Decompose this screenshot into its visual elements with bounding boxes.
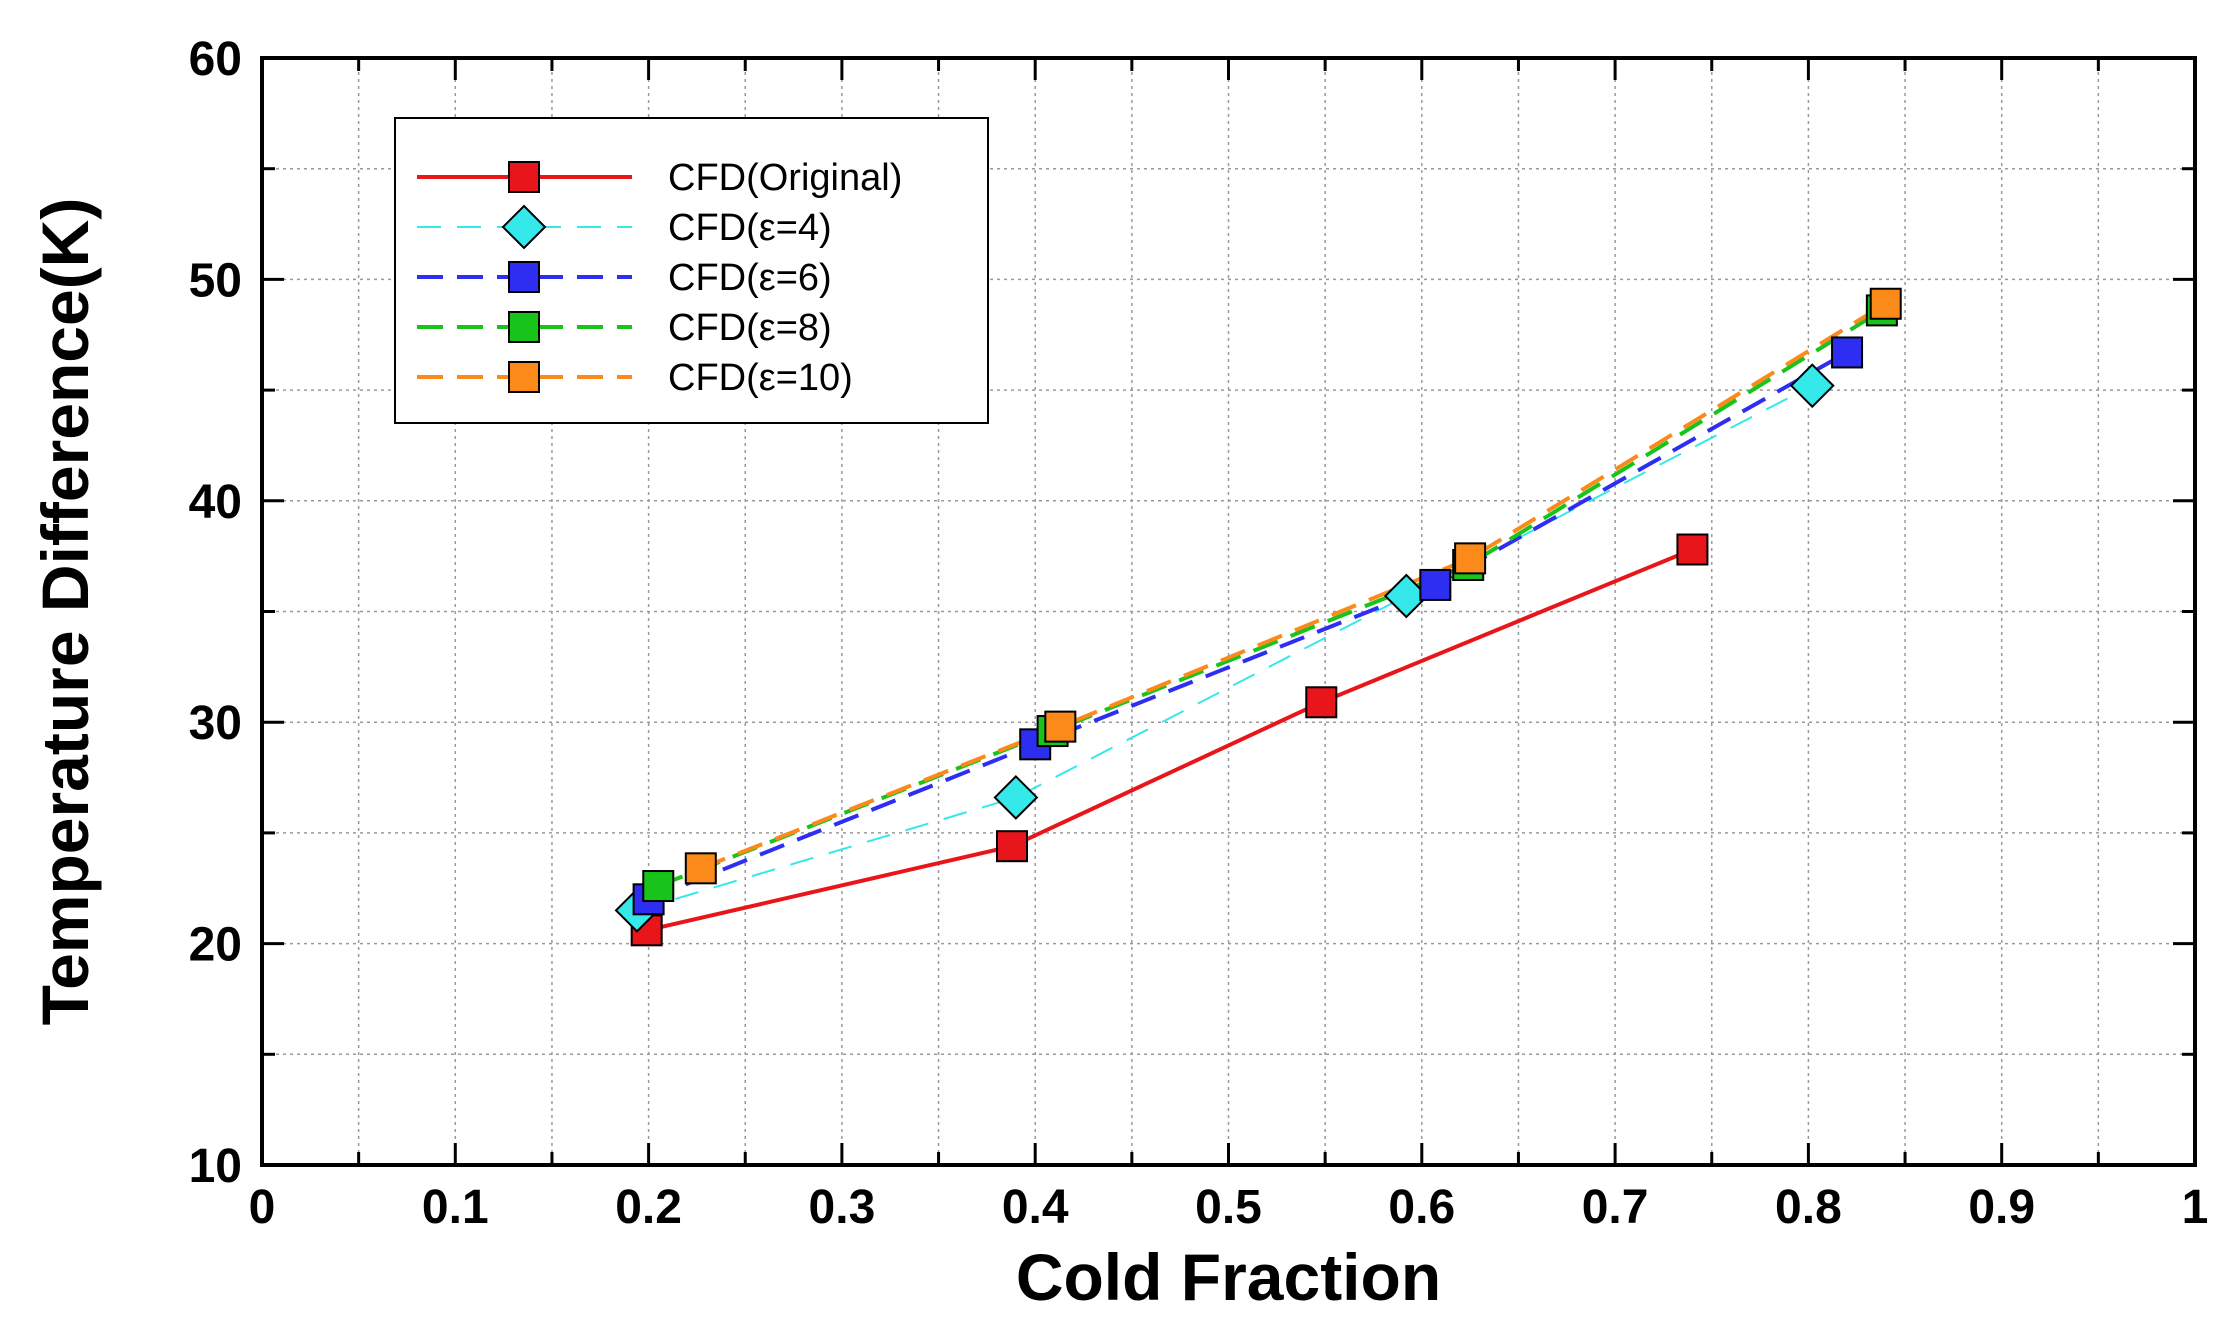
series-markers-4 xyxy=(684,287,1902,885)
legend-marker xyxy=(508,161,540,193)
x-tick-label: 0.6 xyxy=(1388,1181,1455,1234)
y-tick-label: 40 xyxy=(189,476,242,529)
y-tick-label: 10 xyxy=(189,1140,242,1193)
data-point xyxy=(1305,686,1338,719)
legend-marker xyxy=(508,311,540,343)
data-point xyxy=(684,852,717,885)
x-axis-title: Cold Fraction xyxy=(1016,1240,1441,1314)
y-axis-title: Temperature Difference(K) xyxy=(28,198,102,1026)
data-point xyxy=(1419,568,1452,601)
series-line xyxy=(647,350,1849,902)
grid xyxy=(262,58,2195,1165)
legend-marker xyxy=(501,204,547,250)
legend-label: CFD(ε=6) xyxy=(668,257,832,299)
data-point xyxy=(1454,542,1487,575)
series-line xyxy=(700,302,1887,871)
legend-label: CFD(ε=10) xyxy=(668,357,853,399)
x-tick-label: 0.8 xyxy=(1775,1181,1842,1234)
y-tick-label: 60 xyxy=(189,33,242,86)
x-tick-label: 0.7 xyxy=(1582,1181,1649,1234)
legend-label: CFD(ε=4) xyxy=(668,207,832,249)
series-1 xyxy=(636,384,1813,912)
axis-ticks: 0 0.1 0.2 0.3 0.4 0.5 0.6 0.7 0.8 0.9 1 10 20 30 40 50 6… xyxy=(189,33,2209,1234)
x-tick-label: 0.5 xyxy=(1195,1181,1262,1234)
series-group xyxy=(614,287,1902,947)
y-tick-label: 20 xyxy=(189,919,242,972)
data-point xyxy=(1044,710,1077,743)
legend-marker xyxy=(508,361,540,393)
data-point xyxy=(642,870,675,903)
series-4 xyxy=(700,302,1887,871)
data-point xyxy=(996,830,1029,863)
y-tick-label: 30 xyxy=(189,697,242,750)
data-point xyxy=(993,775,1039,820)
data-point xyxy=(1789,363,1835,409)
legend-label: CFD(ε=8) xyxy=(668,307,832,349)
x-tick-label: 1 xyxy=(2182,1181,2209,1234)
series-markers-1 xyxy=(614,363,1835,933)
x-tick-label: 0.1 xyxy=(422,1181,489,1234)
series-line xyxy=(636,384,1813,912)
data-point xyxy=(1831,336,1864,369)
data-point xyxy=(1676,533,1709,566)
data-point xyxy=(1869,287,1902,320)
x-tick-label: 0.9 xyxy=(1968,1181,2035,1234)
series-2 xyxy=(647,350,1849,902)
x-tick-label: 0.2 xyxy=(615,1181,682,1234)
series-line xyxy=(646,547,1694,933)
x-tick-label: 0.3 xyxy=(809,1181,876,1234)
legend-marker xyxy=(508,261,540,293)
legend: CFD(Original) CFD(ε=4) CFD(ε=6) CFD(ε=8) CFD… xyxy=(394,117,989,424)
x-tick-label: 0 xyxy=(249,1181,276,1234)
y-tick-label: 50 xyxy=(189,254,242,307)
legend-label: CFD(Original) xyxy=(668,157,902,199)
series-0 xyxy=(646,547,1694,933)
legend-box xyxy=(394,117,989,424)
x-tick-label: 0.4 xyxy=(1002,1181,1069,1234)
